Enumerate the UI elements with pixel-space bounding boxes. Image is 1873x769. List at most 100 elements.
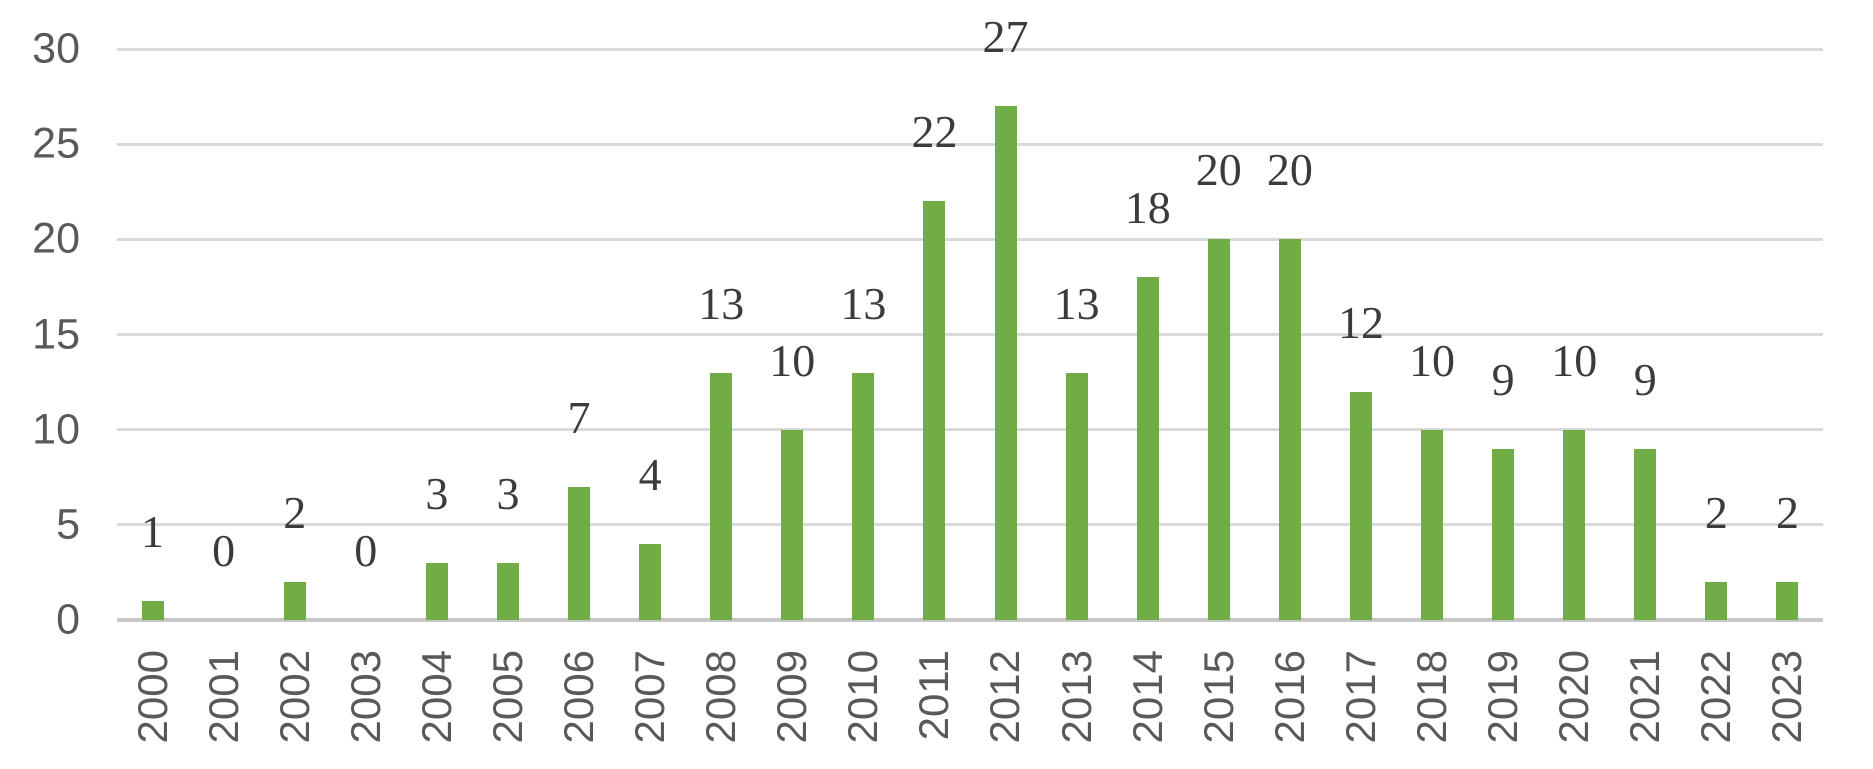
bar-2004 [425,562,448,620]
bar-2009 [781,429,804,620]
bar-column-2004: 3 [401,49,472,620]
bar-2011 [923,201,946,620]
bar-column-2003: 0 [330,49,401,620]
bar-value-label-2019: 9 [1491,353,1515,405]
x-tick-label-2017: 2017 [1336,650,1384,744]
y-tick-label-30: 30 [32,24,80,73]
bar-value-label-2022: 2 [1704,486,1728,538]
x-tick-label-2007: 2007 [626,650,674,744]
bar-value-label-2003: 0 [354,525,378,576]
bar-column-2012: 27 [970,14,1041,620]
bar-column-2011: 22 [899,49,970,620]
x-tick-label-2012: 2012 [981,650,1029,744]
bar-column-2015: 20 [1183,49,1254,620]
bar-value-label-2015: 20 [1195,144,1242,196]
bar-column-2008: 13 [686,49,757,620]
bar-column-2017: 12 [1325,49,1396,620]
bar-column-2000: 1 [117,49,188,620]
bar-2000 [141,600,164,620]
x-tick-label-2023: 2023 [1763,650,1811,744]
bar-column-2016: 20 [1254,49,1325,620]
bar-2012 [994,106,1017,620]
x-cell-2015: 2015 [1183,650,1254,765]
bar-value-label-2000: 1 [141,505,165,557]
gridline-25 [117,142,1823,146]
x-tick-label-2020: 2020 [1550,650,1598,744]
x-tick-label-2002: 2002 [270,650,318,744]
x-tick-label-2000: 2000 [128,650,176,744]
bar-value-label-2009: 10 [769,334,816,386]
x-cell-2005: 2005 [472,650,543,765]
bar-value-label-2018: 10 [1409,334,1456,386]
bar-value-label-2016: 20 [1266,144,1313,196]
bar-value-label-2020: 10 [1551,334,1598,386]
x-cell-2013: 2013 [1041,650,1112,765]
bar-value-label-2002: 2 [283,486,307,538]
y-tick-label-10: 10 [32,405,80,454]
bar-column-2006: 7 [544,49,615,620]
bar-value-label-2006: 7 [567,391,591,443]
gridline-15 [117,333,1823,336]
x-tick-label-2018: 2018 [1407,650,1455,744]
x-cell-2007: 2007 [615,650,686,765]
x-tick-label-2019: 2019 [1479,650,1527,744]
x-axis-line [117,618,1823,622]
bar-column-2013: 13 [1041,49,1112,620]
x-cell-2010: 2010 [828,650,899,765]
x-axis: 2000 2001 2002 2003 2004 2005 2006 2007 2008 2009… [117,650,1823,765]
bar-2002 [283,581,306,620]
plot-area: 1 0 2 0 3 3 7 4 13 10 13 22 27 13 18 20 20 12 10 9 10 9 2 2 [117,14,1823,622]
x-cell-2017: 2017 [1325,650,1396,765]
bar-2022 [1705,581,1728,620]
x-cell-2011: 2011 [899,650,970,765]
bar-value-label-2008: 13 [698,277,745,329]
x-tick-label-2011: 2011 [910,650,958,741]
x-tick-label-2022: 2022 [1692,650,1740,744]
bar-column-2020: 10 [1539,49,1610,620]
bar-value-label-2014: 18 [1124,182,1171,234]
x-tick-label-2016: 2016 [1265,650,1313,744]
y-tick-label-5: 5 [56,500,80,549]
bar-value-label-2005: 3 [496,467,520,519]
x-tick-label-2001: 2001 [199,650,247,744]
bar-column-2007: 4 [615,49,686,620]
x-cell-2004: 2004 [401,650,472,765]
y-tick-label-25: 25 [32,119,80,168]
bar-value-label-2011: 22 [911,106,958,158]
x-tick-label-2021: 2021 [1621,650,1669,744]
bar-column-2002: 2 [259,49,330,620]
bar-2023 [1776,581,1799,620]
x-cell-2021: 2021 [1610,650,1681,765]
x-cell-2014: 2014 [1112,650,1183,765]
bar-2021 [1634,448,1657,620]
x-cell-2020: 2020 [1539,650,1610,765]
bar-value-label-2010: 13 [840,277,887,329]
gridline-5 [117,523,1823,527]
bar-column-2009: 10 [757,49,828,620]
bar-2005 [496,562,519,620]
x-tick-label-2008: 2008 [697,650,745,744]
x-cell-2003: 2003 [330,650,401,765]
gridline-10 [117,428,1823,432]
x-cell-2009: 2009 [757,650,828,765]
bar-column-2021: 9 [1610,49,1681,620]
bar-2015 [1207,239,1230,620]
bar-column-2005: 3 [472,49,543,620]
x-tick-label-2015: 2015 [1194,650,1242,744]
x-cell-2016: 2016 [1254,650,1325,765]
bar-2010 [852,372,875,620]
x-cell-2008: 2008 [686,650,757,765]
y-tick-label-15: 15 [32,310,80,358]
bar-2013 [1065,372,1088,620]
bar-value-label-2017: 12 [1337,296,1384,348]
x-cell-2018: 2018 [1396,650,1467,765]
bar-2019 [1492,448,1515,620]
bar-column-2001: 0 [188,49,259,620]
bar-column-2010: 13 [828,49,899,620]
bar-column-2018: 10 [1397,49,1468,620]
bar-value-label-2012: 27 [982,11,1029,63]
y-tick-label-20: 20 [32,214,80,263]
bar-value-label-2007: 4 [638,448,662,500]
bar-value-label-2023: 2 [1775,486,1799,538]
x-cell-2006: 2006 [543,650,614,765]
